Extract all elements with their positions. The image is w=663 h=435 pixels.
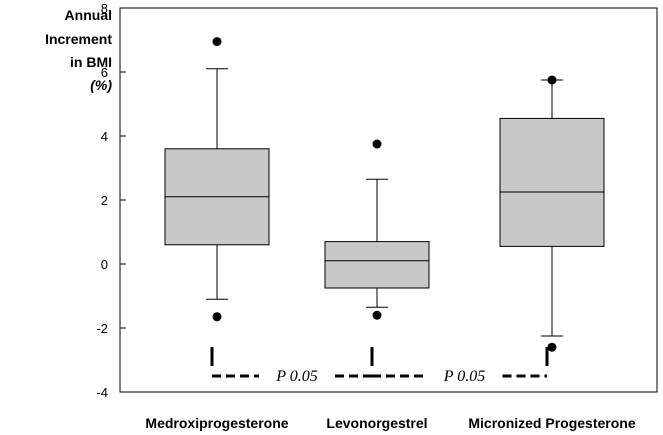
interquartile-box xyxy=(324,241,430,289)
box-1 xyxy=(324,139,430,320)
x-category-label: Micronized Progesterone xyxy=(468,415,635,431)
y-tick-label: 8 xyxy=(101,1,108,16)
y-axis-unit: (%) xyxy=(90,77,112,93)
outlier-point xyxy=(547,75,557,85)
y-tick-label: 4 xyxy=(101,129,108,144)
y-tick-label: -4 xyxy=(96,385,108,400)
outlier-point xyxy=(547,342,557,352)
y-tick-label: 2 xyxy=(101,193,108,208)
x-category-label: Levonorgestrel xyxy=(326,415,427,431)
outlier-point xyxy=(372,139,382,149)
y-tick-label: 6 xyxy=(101,65,108,80)
y-tick-label: -2 xyxy=(96,321,108,336)
y-axis: -4 -2 0 2 4 6 8 xyxy=(96,1,126,400)
x-category-label: Medroxiprogesterone xyxy=(145,415,288,431)
y-axis-title: Annual Increment in BMI (%) xyxy=(45,7,112,93)
outlier-point xyxy=(212,312,222,322)
y-axis-title-line-2: Increment xyxy=(45,31,112,47)
x-axis-labels: Medroxiprogesterone Levonorgestrel Microni… xyxy=(145,415,635,431)
interquartile-box xyxy=(499,117,605,247)
y-tick-label: 0 xyxy=(101,257,108,272)
p-value-label: P 0.05 xyxy=(443,368,485,385)
box-2 xyxy=(499,75,605,352)
significance-annotations: P 0.05 P 0.05 xyxy=(210,347,549,385)
box-0 xyxy=(164,37,270,322)
outlier-point xyxy=(212,37,222,47)
p-value-label: P 0.05 xyxy=(275,368,317,385)
boxes xyxy=(164,37,605,352)
y-axis-title-line-3: in BMI xyxy=(70,54,112,70)
outlier-point xyxy=(372,310,382,320)
y-axis-title-line-1: Annual xyxy=(65,7,112,23)
